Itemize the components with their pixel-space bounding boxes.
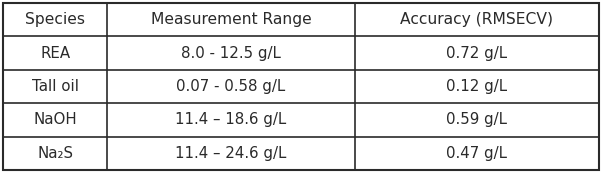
Text: REA: REA [40, 46, 70, 61]
Text: 8.0 - 12.5 g/L: 8.0 - 12.5 g/L [181, 46, 281, 61]
Text: 0.72 g/L: 0.72 g/L [446, 46, 507, 61]
Text: 11.4 – 18.6 g/L: 11.4 – 18.6 g/L [175, 112, 287, 127]
Text: 0.07 - 0.58 g/L: 0.07 - 0.58 g/L [176, 79, 285, 94]
Text: Accuracy (RMSECV): Accuracy (RMSECV) [400, 12, 553, 27]
Text: Na₂S: Na₂S [37, 146, 73, 161]
Text: 0.12 g/L: 0.12 g/L [446, 79, 507, 94]
Text: 11.4 – 24.6 g/L: 11.4 – 24.6 g/L [175, 146, 287, 161]
Text: Species: Species [25, 12, 85, 27]
Text: 0.47 g/L: 0.47 g/L [446, 146, 507, 161]
Text: 0.59 g/L: 0.59 g/L [446, 112, 507, 127]
Text: Tall oil: Tall oil [32, 79, 79, 94]
Text: NaOH: NaOH [33, 112, 77, 127]
Text: Measurement Range: Measurement Range [150, 12, 311, 27]
